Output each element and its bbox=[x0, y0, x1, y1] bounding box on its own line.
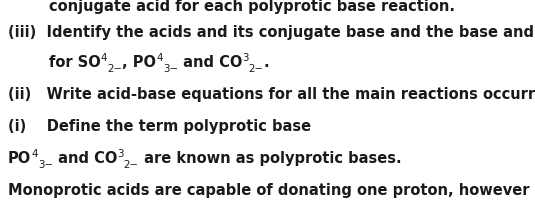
Text: PO: PO bbox=[8, 151, 31, 166]
Text: and CO: and CO bbox=[178, 55, 242, 70]
Text: Monoprotic acids are capable of donating one proton, however SO: Monoprotic acids are capable of donating… bbox=[8, 183, 535, 198]
Text: (i)    Define the term polyprotic base: (i) Define the term polyprotic base bbox=[8, 119, 311, 134]
Text: 3−: 3− bbox=[38, 160, 53, 170]
Text: 2−: 2− bbox=[249, 64, 264, 74]
Text: .: . bbox=[264, 55, 270, 70]
Text: are known as polyprotic bases.: are known as polyprotic bases. bbox=[139, 151, 401, 166]
Text: 4: 4 bbox=[101, 53, 107, 63]
Text: for SO: for SO bbox=[8, 55, 101, 70]
Text: (iii)  Identify the acids and its conjugate base and the base and its: (iii) Identify the acids and its conjuga… bbox=[8, 25, 535, 40]
Text: and CO: and CO bbox=[53, 151, 117, 166]
Text: 2−: 2− bbox=[124, 160, 139, 170]
Text: 3: 3 bbox=[242, 53, 249, 63]
Text: 4: 4 bbox=[31, 149, 38, 159]
Text: 3: 3 bbox=[117, 149, 124, 159]
Text: (ii)   Write acid-base equations for all the main reactions occurring: (ii) Write acid-base equations for all t… bbox=[8, 87, 535, 102]
Text: conjugate acid for each polyprotic base reaction.: conjugate acid for each polyprotic base … bbox=[8, 0, 455, 14]
Text: , PO: , PO bbox=[123, 55, 156, 70]
Text: 4: 4 bbox=[156, 53, 163, 63]
Text: 3−: 3− bbox=[163, 64, 178, 74]
Text: 2−: 2− bbox=[107, 64, 123, 74]
